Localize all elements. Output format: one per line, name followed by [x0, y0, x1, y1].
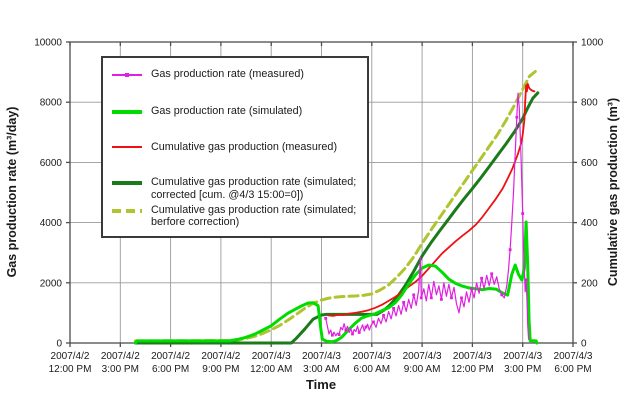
svg-text:800: 800 — [581, 98, 598, 109]
legend-label: Cumulative gas production rate (simulate… — [151, 176, 357, 201]
svg-text:12:00 PM: 12:00 PM — [451, 364, 494, 375]
legend-label: Gas production rate (simulated) — [151, 104, 303, 117]
svg-text:2007/4/3: 2007/4/3 — [403, 351, 442, 362]
legend-item-cum-sim-corrected: Cumulative gas production rate (simulate… — [112, 176, 361, 201]
svg-text:2007/4/2: 2007/4/2 — [201, 351, 240, 362]
legend-item-cum-sim-before: Cumulative gas production rate (simulate… — [112, 204, 361, 229]
svg-text:2000: 2000 — [40, 278, 63, 289]
legend-marker-green-line-icon — [112, 109, 142, 114]
svg-text:6:00 PM: 6:00 PM — [554, 364, 591, 375]
svg-text:0: 0 — [581, 339, 587, 350]
legend-label: Cumulative gas production (measured) — [151, 141, 338, 154]
svg-text:2007/4/2: 2007/4/2 — [151, 351, 190, 362]
legend-item-rate-simulated: Gas production rate (simulated) — [112, 105, 361, 118]
legend-marker-darkgreen-line-icon — [112, 181, 142, 186]
svg-text:4000: 4000 — [40, 218, 63, 229]
svg-text:2007/4/2: 2007/4/2 — [51, 351, 90, 362]
svg-text:2007/4/3: 2007/4/3 — [503, 351, 542, 362]
svg-text:1000: 1000 — [581, 38, 604, 49]
svg-text:2007/4/3: 2007/4/3 — [554, 351, 593, 362]
svg-text:6:00 AM: 6:00 AM — [353, 364, 390, 375]
legend-marker-magenta-line-icon — [112, 73, 142, 77]
svg-text:2007/4/2: 2007/4/2 — [101, 351, 140, 362]
svg-text:9:00 PM: 9:00 PM — [202, 364, 239, 375]
chart-legend: Gas production rate (measured) Gas produ… — [101, 56, 369, 238]
svg-text:2007/4/3: 2007/4/3 — [252, 351, 291, 362]
svg-text:3:00 PM: 3:00 PM — [504, 364, 541, 375]
svg-text:6000: 6000 — [40, 158, 63, 169]
svg-text:2007/4/3: 2007/4/3 — [453, 351, 492, 362]
legend-item-rate-measured: Gas production rate (measured) — [112, 68, 361, 81]
series-cum-sim-before — [133, 70, 537, 343]
svg-text:3:00 PM: 3:00 PM — [102, 364, 139, 375]
svg-text:10000: 10000 — [34, 38, 62, 49]
x-axis-label: Time — [306, 377, 336, 392]
legend-item-cum-measured: Cumulative gas production (measured) — [112, 141, 361, 154]
svg-text:3:00 AM: 3:00 AM — [303, 364, 340, 375]
y-left-axis-label: Gas production rate (m³/day) — [5, 107, 19, 278]
svg-text:2007/4/3: 2007/4/3 — [302, 351, 341, 362]
series-rate-measured — [324, 92, 530, 340]
series-rate-simulated — [133, 220, 539, 345]
svg-text:6:00 PM: 6:00 PM — [152, 364, 189, 375]
svg-text:0: 0 — [56, 339, 62, 350]
legend-marker-dot-icon — [125, 73, 129, 77]
svg-text:8000: 8000 — [40, 98, 63, 109]
legend-label: Cumulative gas production rate (simulate… — [151, 203, 357, 229]
svg-text:12:00 AM: 12:00 AM — [250, 364, 292, 375]
svg-text:400: 400 — [581, 218, 598, 229]
y-right-axis-label: Cumulative gas production (m³) — [606, 98, 620, 286]
legend-marker-red-line-icon — [112, 146, 142, 149]
legend-label: Gas production rate (measured) — [151, 68, 305, 80]
svg-text:9:00 AM: 9:00 AM — [404, 364, 441, 375]
svg-text:2007/4/3: 2007/4/3 — [352, 351, 391, 362]
series-cum-measured — [327, 82, 536, 317]
svg-text:600: 600 — [581, 158, 598, 169]
legend-marker-olive-dashed-line-icon — [112, 208, 142, 213]
svg-text:200: 200 — [581, 278, 598, 289]
tick-labels: 0 2000 4000 6000 8000 10000 0 200 400 600 800 1000 2… — [34, 38, 603, 376]
svg-text:12:00 PM: 12:00 PM — [49, 364, 92, 375]
